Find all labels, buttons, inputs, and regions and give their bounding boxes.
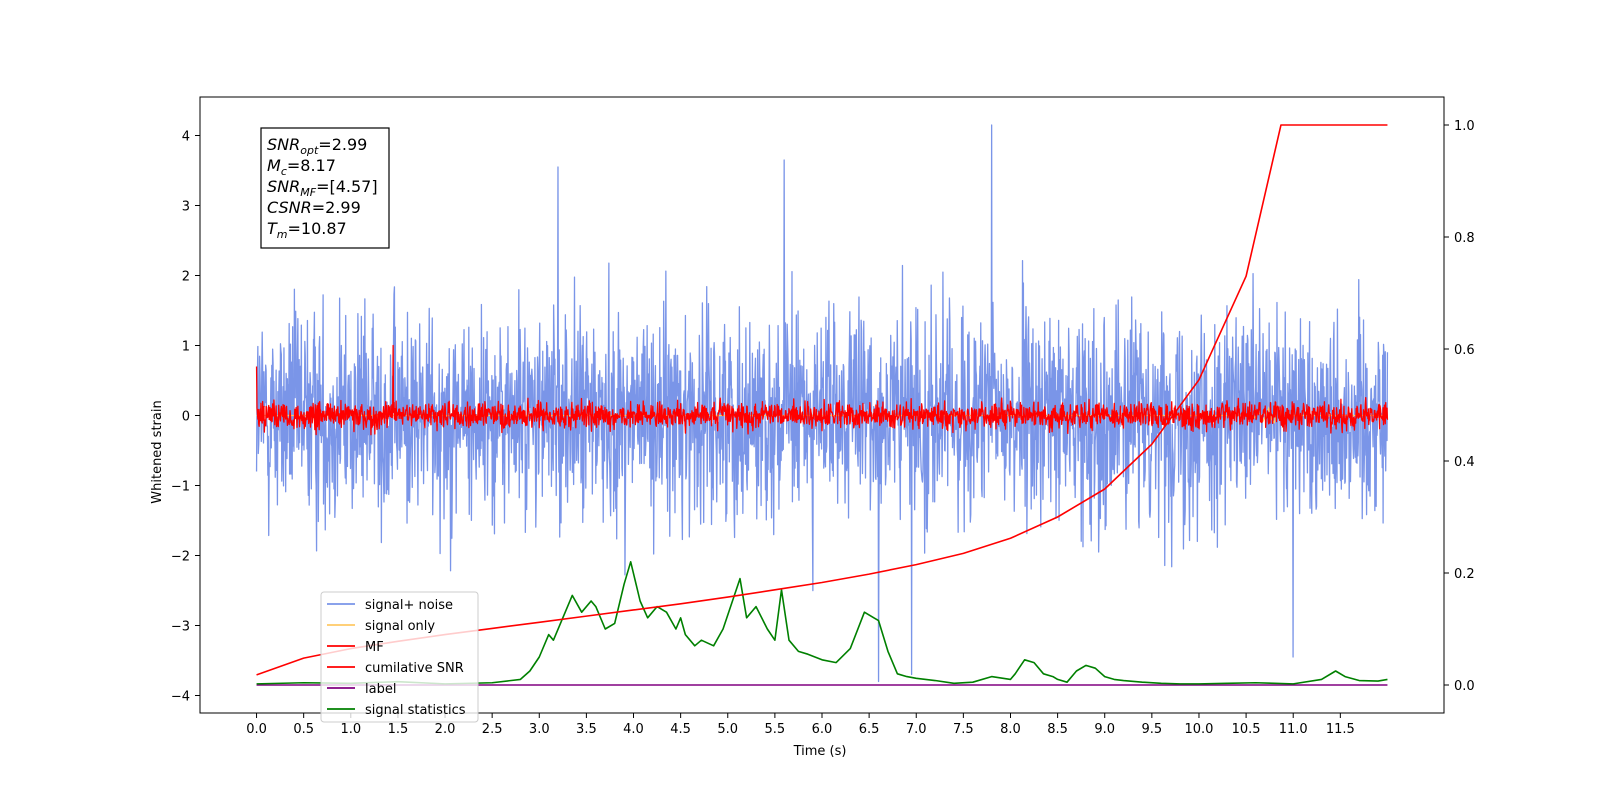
y-right-tick-label: 0.4 xyxy=(1454,455,1475,470)
y-tick-label: −3 xyxy=(171,620,190,635)
series-mf-line xyxy=(255,344,1389,436)
x-tick-label: 8.0 xyxy=(1000,722,1021,737)
x-tick-label: 1.5 xyxy=(388,722,409,737)
x-tick-label: 0.5 xyxy=(293,722,314,737)
x-tick-label: 3.0 xyxy=(529,722,550,737)
y-tick-label: −2 xyxy=(171,550,190,565)
x-tick-label: 5.5 xyxy=(765,722,786,737)
legend-label: signal only xyxy=(365,619,435,634)
legend-label: label xyxy=(365,682,396,697)
x-tick-label: 3.5 xyxy=(576,722,597,737)
x-tick-label: 5.0 xyxy=(717,722,738,737)
y-axis-left: 4 3 2 1 0 −1 −2 −3 −4 xyxy=(171,130,200,705)
legend-label: signal statistics xyxy=(365,703,466,718)
y-right-tick-label: 0.8 xyxy=(1454,231,1475,246)
x-tick-label: 10.5 xyxy=(1232,722,1261,737)
x-tick-label: 0.0 xyxy=(246,722,267,737)
y-right-tick-label: 0.2 xyxy=(1454,567,1475,582)
y-tick-label: 3 xyxy=(182,200,190,215)
series-signal-statistics-line xyxy=(256,561,1388,685)
y-tick-label: −1 xyxy=(171,480,190,495)
x-tick-label: 8.5 xyxy=(1047,722,1068,737)
x-tick-label: 10.0 xyxy=(1184,722,1213,737)
x-axis-label: Time (s) xyxy=(793,744,847,759)
annotation-line: SNRopt=2.99 xyxy=(267,135,367,157)
legend-label: MF xyxy=(365,640,384,655)
y-axis-label: Whitened strain xyxy=(150,400,165,503)
y-tick-label: 0 xyxy=(182,410,190,425)
x-tick-label: 6.0 xyxy=(812,722,833,737)
x-tick-label: 7.5 xyxy=(953,722,974,737)
series-signal-noise-line xyxy=(255,124,1389,683)
y-tick-label: 2 xyxy=(182,270,190,285)
y-tick-label: −4 xyxy=(171,690,190,705)
x-tick-label: 9.5 xyxy=(1142,722,1163,737)
x-tick-label: 11.5 xyxy=(1326,722,1355,737)
x-tick-label: 11.0 xyxy=(1279,722,1308,737)
x-tick-label: 4.5 xyxy=(670,722,691,737)
y-tick-label: 1 xyxy=(182,340,190,355)
x-tick-label: 4.0 xyxy=(623,722,644,737)
annotation-line: SNRMF=[4.57] xyxy=(267,177,378,199)
annotation-box-border xyxy=(260,127,390,249)
x-tick-label: 2.0 xyxy=(435,722,456,737)
annotation-line: Tm=10.87 xyxy=(267,219,347,241)
x-tick-label: 9.0 xyxy=(1094,722,1115,737)
legend-frame xyxy=(320,591,479,723)
y-axis-right: 1.0 0.8 0.6 0.4 0.2 0.0 xyxy=(1444,119,1475,694)
annotation-line: CSNR=2.99 xyxy=(267,198,361,217)
x-tick-label: 7.0 xyxy=(906,722,927,737)
x-tick-label: 1.0 xyxy=(340,722,361,737)
x-tick-label: 2.5 xyxy=(482,722,503,737)
legend: signal+ noise signal only MF cumilative SNR… xyxy=(320,591,479,723)
x-axis: 0.0 0.5 1.0 1.5 2.0 2.5 3.0 3.5 4.0 4.5 5.0 5.5 6.0 6… xyxy=(246,713,1355,737)
legend-label: cumilative SNR xyxy=(365,661,464,676)
y-tick-label: 4 xyxy=(182,130,190,145)
annotation-line: Mc=8.17 xyxy=(267,156,336,178)
x-tick-label: 6.5 xyxy=(859,722,880,737)
y-right-tick-label: 0.0 xyxy=(1454,679,1475,694)
y-right-tick-label: 0.6 xyxy=(1454,343,1475,358)
legend-label: signal+ noise xyxy=(365,598,453,613)
y-right-tick-label: 1.0 xyxy=(1454,119,1475,134)
